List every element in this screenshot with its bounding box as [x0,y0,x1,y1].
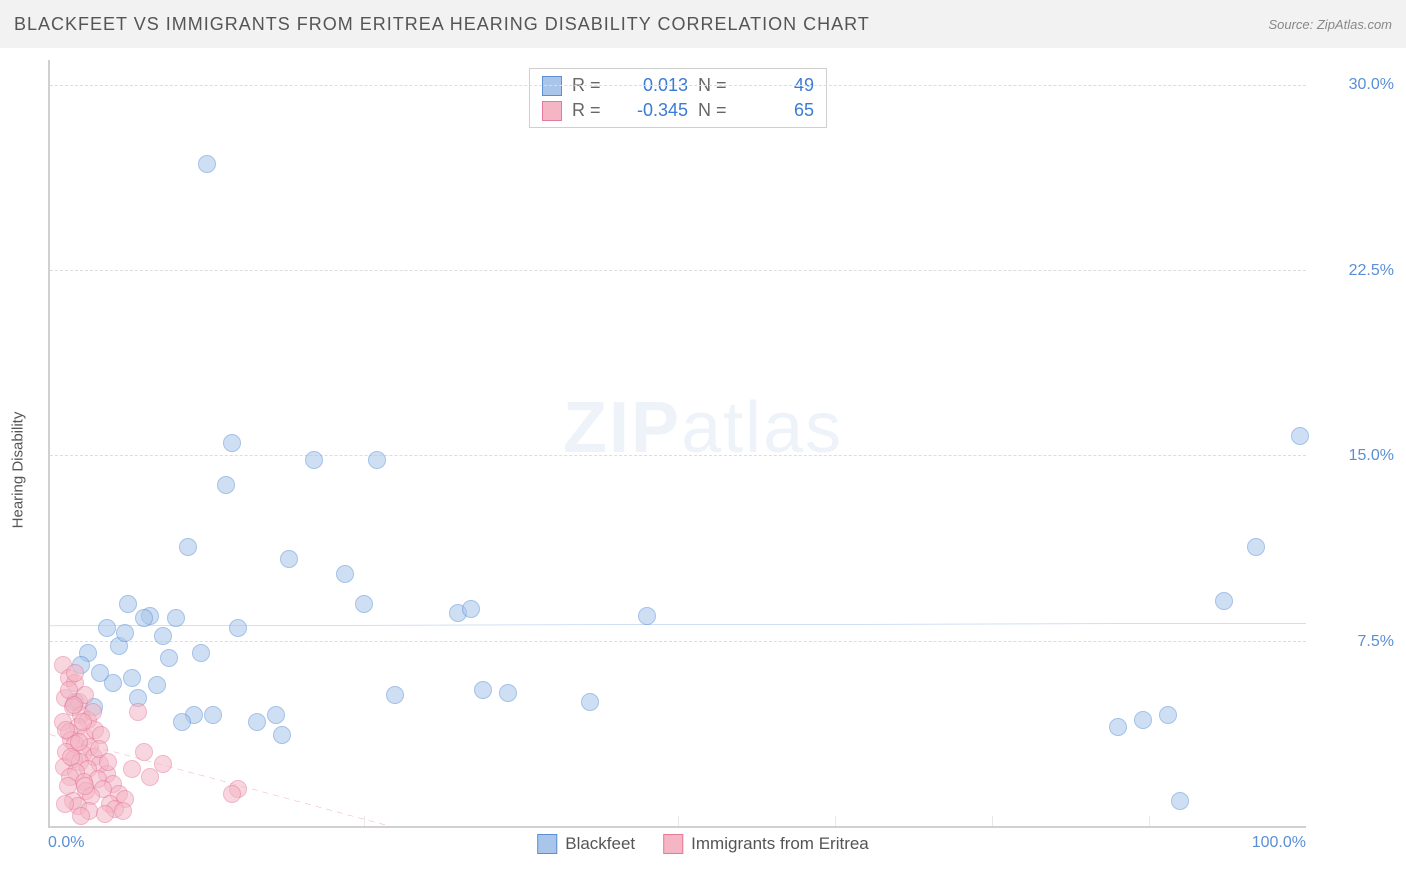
scatter-point [1171,792,1189,810]
legend-item: Immigrants from Eritrea [663,834,869,854]
scatter-point [223,785,241,803]
scatter-point [204,706,222,724]
watermark: ZIPatlas [563,387,843,469]
scatter-point [135,743,153,761]
scatter-point [154,627,172,645]
x-tick-mark [678,816,679,826]
scatter-point [72,807,90,825]
source-label: Source: ZipAtlas.com [1268,17,1392,32]
x-tick-mark [1149,816,1150,826]
scatter-point [91,664,109,682]
scatter-point [305,451,323,469]
scatter-point [368,451,386,469]
scatter-point [248,713,266,731]
n-label: N = [698,100,734,121]
x-tick-mark [364,816,365,826]
grid-line-h [50,270,1306,271]
scatter-point [1247,538,1265,556]
legend-swatch [542,101,562,121]
y-tick-label: 7.5% [1358,633,1394,651]
y-axis-label: Hearing Disability [10,412,27,529]
scatter-point [217,476,235,494]
scatter-point [99,753,117,771]
scatter-point [1215,592,1233,610]
scatter-point [1134,711,1152,729]
scatter-point [123,669,141,687]
scatter-point [192,644,210,662]
scatter-point [98,619,116,637]
x-tick-mark [835,816,836,826]
header-bar: BLACKFEET VS IMMIGRANTS FROM ERITREA HEA… [0,0,1406,48]
chart-title: BLACKFEET VS IMMIGRANTS FROM ERITREA HEA… [14,14,870,35]
scatter-point [229,619,247,637]
scatter-point [135,609,153,627]
scatter-point [65,696,83,714]
y-tick-label: 22.5% [1349,262,1394,280]
legend-item: Blackfeet [537,834,635,854]
scatter-point [280,550,298,568]
scatter-point [148,676,166,694]
scatter-point [179,538,197,556]
scatter-point [1159,706,1177,724]
scatter-point [119,595,137,613]
grid-line-h [50,455,1306,456]
legend-stats: R =0.013N =49R =-0.345N =65 [529,68,827,128]
scatter-point [1109,718,1127,736]
chart-container: Hearing Disability ZIPatlas R =0.013N =4… [0,48,1406,892]
scatter-point [160,649,178,667]
scatter-point [167,609,185,627]
scatter-point [355,595,373,613]
x-tick-mark [992,816,993,826]
r-label: R = [572,100,608,121]
legend-label: Blackfeet [565,834,635,854]
legend-swatch [663,834,683,854]
scatter-point [499,684,517,702]
x-tick-label: 100.0% [1252,834,1306,852]
scatter-point [173,713,191,731]
legend-stat-row: R = -0.345 N = 65 [542,98,814,123]
scatter-point [66,664,84,682]
scatter-point [1291,427,1309,445]
scatter-point [74,713,92,731]
legend-swatch [537,834,557,854]
legend-series: Blackfeet Immigrants from Eritrea [537,834,869,854]
scatter-point [123,760,141,778]
scatter-point [273,726,291,744]
scatter-point [114,802,132,820]
scatter-point [462,600,480,618]
scatter-point [129,703,147,721]
legend-label: Immigrants from Eritrea [691,834,869,854]
scatter-point [76,777,94,795]
y-tick-label: 15.0% [1349,447,1394,465]
plot-area: ZIPatlas R =0.013N =49R =-0.345N =65 [48,60,1306,828]
grid-line-h [50,641,1306,642]
scatter-point [336,565,354,583]
scatter-point [154,755,172,773]
x-tick-label: 0.0% [48,834,84,852]
scatter-point [474,681,492,699]
scatter-point [198,155,216,173]
scatter-point [56,795,74,813]
scatter-point [638,607,656,625]
scatter-point [581,693,599,711]
scatter-point [116,624,134,642]
r-value: -0.345 [618,100,688,121]
scatter-point [96,805,114,823]
scatter-point [267,706,285,724]
y-tick-label: 30.0% [1349,76,1394,94]
n-value: 65 [744,100,814,121]
grid-line-h [50,85,1306,86]
scatter-point [223,434,241,452]
scatter-point [386,686,404,704]
scatter-point [62,748,80,766]
